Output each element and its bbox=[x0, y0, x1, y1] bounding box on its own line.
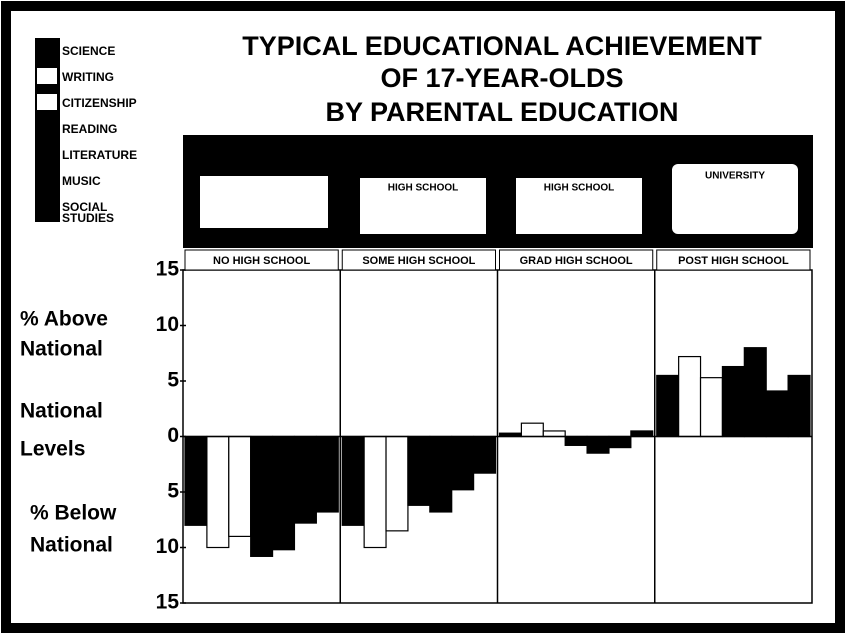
bar bbox=[271, 435, 296, 551]
x-tick-label: NO HIGH SCHOOL bbox=[213, 255, 310, 267]
bar bbox=[520, 422, 544, 438]
y-annotation: National bbox=[20, 338, 103, 361]
chart-title: BY PARENTAL EDUCATION bbox=[325, 97, 678, 127]
bar bbox=[429, 435, 453, 513]
legend-swatch bbox=[37, 120, 57, 136]
bar bbox=[473, 435, 497, 474]
chart-title: TYPICAL EDUCATIONAL ACHIEVEMENT bbox=[242, 31, 762, 61]
bar bbox=[765, 390, 789, 438]
chart-title: OF 17-YEAR-OLDS bbox=[380, 63, 623, 93]
category-header bbox=[341, 249, 496, 271]
y-annotation: National bbox=[30, 534, 113, 557]
school-building bbox=[360, 178, 486, 234]
y-annotation: % Above bbox=[20, 308, 108, 331]
category-header bbox=[499, 249, 654, 271]
bar bbox=[699, 377, 724, 438]
bar bbox=[608, 435, 632, 449]
illustration-label: HIGH SCHOOL bbox=[544, 183, 615, 194]
x-tick-label: POST HIGH SCHOOL bbox=[678, 255, 789, 267]
category-header bbox=[656, 249, 811, 271]
category-header bbox=[184, 249, 339, 271]
bar bbox=[678, 355, 702, 438]
legend-swatch bbox=[37, 68, 57, 84]
y-annotation: % Below bbox=[30, 502, 117, 525]
bar bbox=[206, 435, 230, 549]
legend-label: WRITING bbox=[62, 70, 114, 84]
bar bbox=[184, 435, 208, 526]
legend-swatch bbox=[37, 42, 57, 58]
school-building bbox=[200, 176, 328, 228]
y-annotation: Levels bbox=[20, 438, 85, 461]
y-tick-label: 15 bbox=[156, 591, 180, 614]
legend-label: CITIZENSHIP bbox=[62, 96, 137, 110]
legend-swatch bbox=[37, 94, 57, 110]
bar bbox=[542, 430, 566, 438]
bar bbox=[787, 374, 811, 438]
legend-label: SOCIAL bbox=[62, 200, 107, 214]
university-building bbox=[672, 164, 798, 234]
bar bbox=[250, 435, 274, 557]
bar bbox=[341, 435, 365, 526]
bar bbox=[721, 365, 745, 438]
legend-label: STUDIES bbox=[62, 211, 114, 225]
x-tick-label: GRAD HIGH SCHOOL bbox=[520, 255, 633, 267]
y-annotation: National bbox=[20, 400, 103, 423]
legend-swatch bbox=[37, 146, 57, 162]
bar bbox=[451, 435, 475, 491]
school-building bbox=[516, 178, 642, 234]
legend-label: LITERATURE bbox=[62, 148, 137, 162]
legend-label: MUSIC bbox=[62, 174, 101, 188]
bar bbox=[385, 435, 409, 532]
y-tick-label: 0 bbox=[167, 424, 179, 447]
legend-label: SCIENCE bbox=[62, 44, 115, 58]
bar bbox=[630, 430, 654, 438]
illustration-label: HIGH SCHOOL bbox=[388, 183, 459, 194]
bar bbox=[564, 435, 588, 446]
bar bbox=[586, 435, 610, 454]
y-tick-label: 10 bbox=[156, 313, 179, 336]
bar bbox=[293, 435, 317, 524]
x-tick-label: SOME HIGH SCHOOL bbox=[362, 255, 475, 267]
bar bbox=[363, 435, 387, 549]
bar bbox=[656, 374, 680, 438]
bar bbox=[407, 435, 431, 506]
illustration-label: UNIVERSITY bbox=[705, 171, 765, 182]
bar bbox=[315, 435, 339, 513]
legend-label: READING bbox=[62, 122, 117, 136]
y-tick-label: 15 bbox=[156, 258, 180, 281]
legend-swatch bbox=[37, 198, 57, 220]
y-tick-label: 10 bbox=[156, 535, 179, 558]
y-tick-label: 5 bbox=[167, 369, 179, 392]
illustrations: HIGH SCHOOL HIGH SCHOOL UNIVERSITY bbox=[200, 164, 798, 234]
legend-swatch bbox=[37, 172, 57, 188]
bar bbox=[228, 435, 252, 538]
bar bbox=[743, 347, 767, 438]
y-tick-label: 5 bbox=[167, 480, 179, 503]
